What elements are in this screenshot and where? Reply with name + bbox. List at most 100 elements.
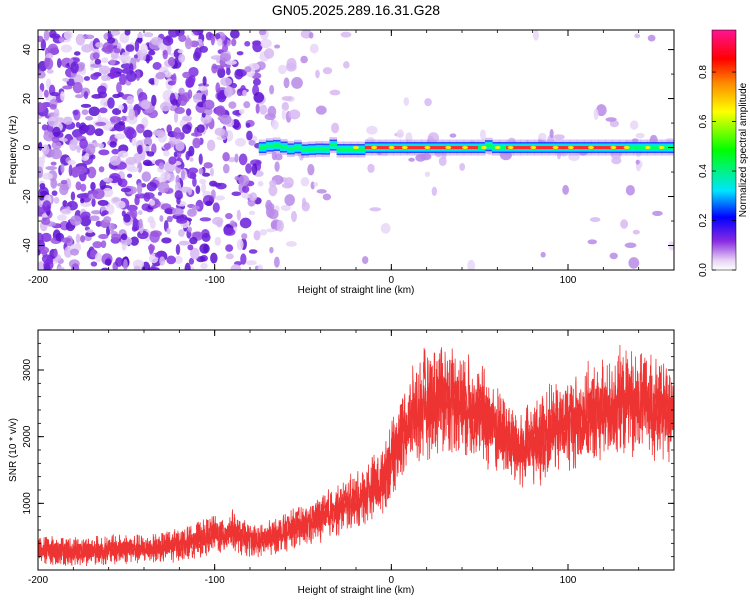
heatmap-speckle — [553, 134, 565, 140]
heatmap-speckle — [192, 92, 204, 104]
heatmap-speckle — [190, 132, 203, 137]
heatmap-speckle — [166, 124, 173, 134]
heatmap-speckle — [238, 108, 245, 115]
heatmap-speckle — [189, 236, 198, 245]
heatmap-speckle — [74, 94, 84, 99]
x-tick-label: -100 — [205, 575, 225, 586]
heatmap-speckle — [380, 223, 391, 234]
carrier-segment — [619, 146, 627, 150]
heatmap-speckle — [118, 144, 129, 154]
heatmap-speckle — [47, 43, 59, 56]
heatmap-speckle — [41, 124, 48, 131]
heatmap-speckle — [60, 44, 72, 53]
heatmap-speckle — [222, 163, 230, 174]
heatmap-speckle — [241, 233, 248, 240]
heatmap-speckle — [189, 157, 194, 162]
heatmap-speckle — [130, 236, 139, 246]
carrier-segment — [272, 143, 281, 147]
heatmap-speckle — [118, 178, 128, 188]
carrier-segment — [336, 148, 345, 152]
heatmap-speckle — [240, 253, 247, 265]
heatmap-speckle — [75, 33, 86, 46]
heatmap-speckle — [66, 206, 71, 214]
heatmap-speckle — [113, 48, 121, 54]
heatmap-speckle — [47, 115, 59, 127]
snr-x-ticks: -200 -100 0 100 — [28, 330, 675, 586]
heatmap-speckle — [301, 197, 307, 208]
spectrogram-y-axis-label: Frequency (Hz) — [8, 116, 19, 185]
heatmap-speckle — [49, 91, 61, 97]
heatmap-speckle — [620, 219, 629, 229]
heatmap-speckle — [42, 172, 53, 180]
heatmap-speckle — [229, 30, 240, 39]
heatmap-speckle — [238, 153, 248, 166]
heatmap-speckle — [98, 149, 110, 156]
heatmap-speckle — [257, 181, 264, 187]
y-tick-label: -20 — [22, 189, 33, 204]
carrier-segment — [308, 147, 316, 151]
heatmap-speckle — [396, 129, 404, 139]
heatmap-speckle — [596, 104, 607, 117]
heatmap-speckle — [63, 116, 73, 125]
heatmap-speckle — [549, 128, 554, 139]
heatmap-speckle — [174, 181, 182, 193]
heatmap-speckle — [137, 210, 143, 216]
heatmap-speckle — [77, 61, 86, 69]
heatmap-speckle — [133, 217, 138, 229]
heatmap-speckle — [214, 195, 226, 201]
heatmap-speckle — [68, 164, 73, 177]
heatmap-speckle — [90, 181, 96, 191]
heatmap-speckle — [196, 124, 205, 133]
carrier-dot — [507, 145, 514, 150]
heatmap-speckle — [212, 216, 224, 226]
heatmap-speckle — [85, 231, 96, 237]
heatmap-speckle — [151, 264, 156, 270]
heatmap-speckle — [215, 105, 226, 117]
heatmap-speckle — [271, 120, 279, 130]
heatmap-speckle — [265, 228, 276, 233]
heatmap-speckle — [192, 30, 201, 36]
spectrogram-x-axis-label: Height of straight line (km) — [298, 285, 415, 296]
carrier-dot — [371, 145, 378, 150]
heatmap-speckle — [258, 30, 267, 36]
heatmap-speckle — [343, 61, 350, 69]
heatmap-speckle — [126, 95, 135, 105]
x-tick-label: 100 — [560, 575, 577, 586]
heatmap-speckle — [239, 217, 252, 229]
carrier-segment — [280, 145, 288, 149]
heatmap-speckle — [111, 108, 122, 115]
heatmap-speckle — [184, 37, 193, 50]
heatmap-speckle — [270, 221, 277, 230]
heatmap-speckle — [245, 260, 257, 266]
heatmap-speckle — [141, 171, 152, 182]
heatmap-speckle — [75, 181, 82, 191]
heatmap-speckle — [151, 94, 157, 107]
heatmap-speckle — [71, 129, 83, 138]
heatmap-speckle — [322, 67, 333, 75]
heatmap-speckle — [71, 166, 79, 178]
heatmap-speckle — [281, 109, 286, 120]
snr-line-dense — [38, 373, 674, 559]
heatmap-speckle — [198, 167, 204, 175]
heatmap-speckle — [260, 38, 272, 49]
heatmap-speckle — [284, 194, 295, 206]
heatmap-speckle — [316, 189, 327, 194]
heatmap-speckle — [308, 32, 314, 39]
heatmap-speckle — [180, 169, 186, 181]
snr-panel: -200 -100 0 100 1000 2000 3000 Height of stra… — [8, 329, 675, 596]
heatmap-speckle — [94, 58, 102, 65]
heatmap-speckle — [624, 242, 637, 249]
heatmap-speckle — [257, 264, 264, 270]
heatmap-speckle — [268, 184, 278, 197]
heatmap-speckle — [611, 156, 622, 165]
heatmap-speckle — [191, 205, 200, 210]
heatmap-speckle — [217, 91, 227, 103]
carrier-segment — [661, 146, 670, 150]
heatmap-speckle — [110, 196, 122, 205]
carrier-segment — [329, 143, 338, 147]
heatmap-speckle — [274, 44, 281, 49]
heatmap-speckle — [277, 64, 287, 75]
heatmap-speckle — [136, 144, 143, 155]
heatmap-speckle — [300, 55, 308, 64]
carrier-segment — [428, 146, 436, 150]
